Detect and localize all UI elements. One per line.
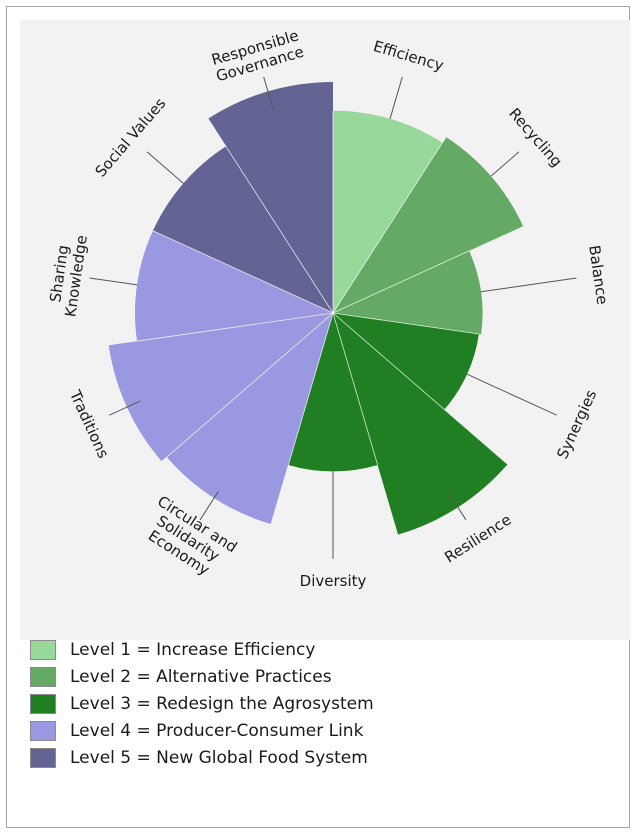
slice-resilience	[333, 313, 508, 535]
category-label-line: Traditions	[66, 387, 113, 462]
slice-divider	[207, 118, 334, 314]
slice-divider	[332, 250, 470, 314]
category-label-efficiency: Efficiency	[371, 37, 446, 75]
leader-line	[481, 277, 577, 293]
legend-item-level-2: Level 2 = Alternative Practices	[30, 663, 374, 690]
legend-swatch	[30, 639, 56, 660]
slice-sharing-knowledge	[134, 230, 333, 342]
legend-item-level-5: Level 5 = New Global Food System	[30, 744, 374, 771]
slice-circular-and-solidarity-economy	[166, 313, 333, 525]
category-label-diversity: Diversity	[300, 572, 367, 590]
slice-divider	[136, 312, 334, 342]
slice-diversity	[288, 313, 378, 472]
slice-recycling	[333, 137, 524, 313]
slice-responsible-governance	[208, 82, 333, 313]
category-label-line: Synergies	[553, 387, 600, 462]
slice-synergies	[333, 313, 479, 410]
legend-item-level-1: Level 1 = Increase Efficiency	[30, 636, 374, 663]
leader-line	[146, 151, 184, 184]
leader-line	[466, 373, 557, 416]
slice-efficiency	[333, 110, 443, 313]
category-label-line: Efficiency	[371, 37, 446, 75]
legend-swatch	[30, 747, 56, 768]
leader-line	[389, 76, 403, 119]
category-label-sharing-knowledge: SharingKnowledge	[45, 232, 91, 319]
category-label-synergies: Synergies	[553, 387, 600, 462]
legend-swatch	[30, 720, 56, 741]
slice-divider	[332, 312, 479, 335]
legend-label: Level 5 = New Global Food System	[70, 747, 368, 768]
leader-line	[490, 151, 520, 177]
legend-label: Level 4 = Producer-Consumer Link	[70, 720, 364, 741]
slice-divider	[270, 312, 334, 525]
category-label-line: Balance	[585, 244, 611, 306]
slice-divider	[152, 230, 334, 314]
legend: Level 1 = Increase Efficiency Level 2 = A…	[30, 636, 374, 771]
category-label-recycling: Recycling	[505, 105, 566, 171]
leader-line	[263, 76, 274, 110]
leader-line	[447, 491, 467, 521]
legend-label: Level 3 = Redesign the Agrosystem	[70, 693, 374, 714]
slice-divider	[332, 312, 508, 465]
legend-item-level-3: Level 3 = Redesign the Agrosystem	[30, 690, 374, 717]
slice-divider	[332, 136, 447, 314]
category-label-line: Social Values	[91, 94, 169, 180]
category-label-line: Resilience	[441, 510, 514, 566]
legend-item-level-4: Level 4 = Producer-Consumer Link	[30, 717, 374, 744]
category-label-social-values: Social Values	[91, 94, 169, 180]
category-label-line: Recycling	[505, 105, 566, 171]
legend-label: Level 2 = Alternative Practices	[70, 666, 332, 687]
legend-swatch	[30, 693, 56, 714]
slice-divider	[332, 312, 379, 466]
leader-line	[109, 400, 141, 416]
leader-line	[89, 277, 138, 286]
slice-social-values	[152, 146, 333, 313]
leader-line	[199, 491, 219, 521]
category-label-traditions: Traditions	[66, 387, 113, 462]
category-label-responsible-governance: ResponsibleGovernance	[209, 26, 306, 85]
category-label-line: Diversity	[300, 572, 367, 590]
slice-balance	[333, 250, 483, 335]
category-label-circular-and-solidarity-economy: Circular andSolidarityEconomy	[136, 492, 240, 585]
slice-traditions	[108, 313, 334, 462]
legend-label: Level 1 = Increase Efficiency	[70, 639, 316, 660]
category-label-resilience: Resilience	[441, 510, 514, 566]
slice-divider	[161, 312, 334, 462]
polar-area-chart: Efficiency Recycling Balance Synergies Resil…	[45, 26, 611, 590]
legend-swatch	[30, 666, 56, 687]
category-label-balance: Balance	[585, 244, 611, 306]
